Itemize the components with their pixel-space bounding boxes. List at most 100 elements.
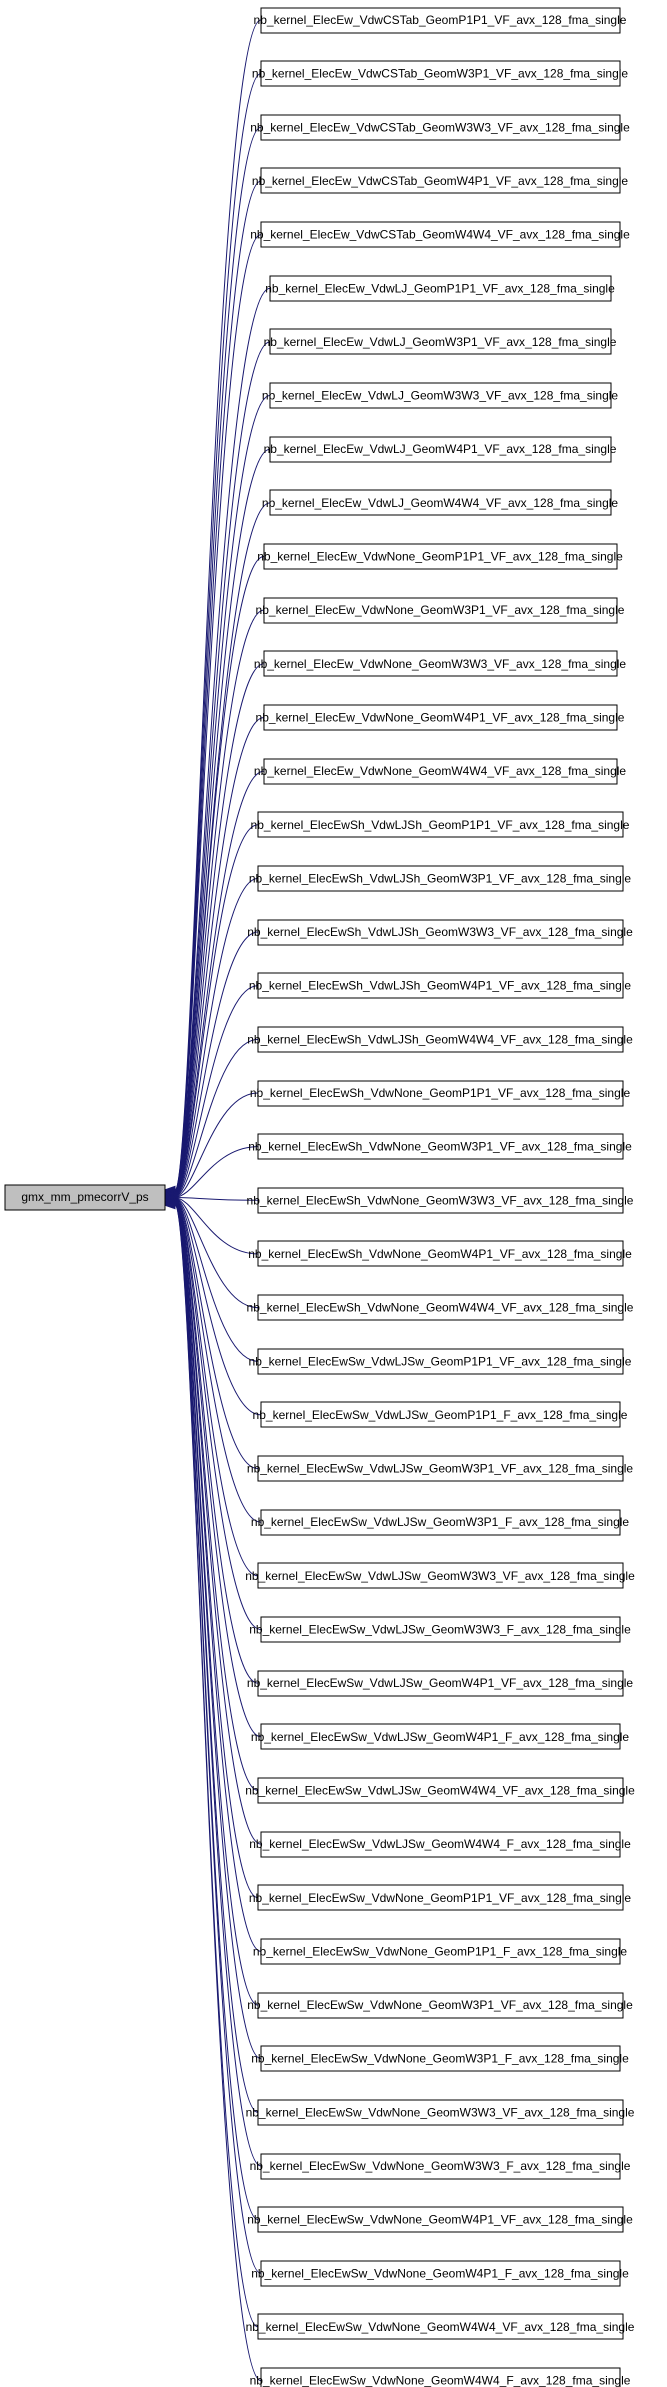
caller-node[interactable]: nb_kernel_ElecEwSw_VdwNone_GeomW4P1_VF_a… — [247, 2206, 633, 2233]
caller-node[interactable]: nb_kernel_ElecEwSh_VdwLJSh_GeomW3W3_VF_a… — [247, 919, 633, 946]
caller-node[interactable]: nb_kernel_ElecEw_VdwCSTab_GeomW3W3_VF_av… — [250, 114, 630, 141]
caller-node-label: nb_kernel_ElecEwSw_VdwNone_GeomW3W3_VF_a… — [246, 2105, 635, 2119]
call-edge — [174, 931, 259, 1197]
caller-node-label: nb_kernel_ElecEwSh_VdwLJSh_GeomP1P1_VF_a… — [251, 818, 630, 832]
caller-node[interactable]: nb_kernel_ElecEwSh_VdwNone_GeomW4P1_VF_a… — [248, 1240, 632, 1267]
caller-node[interactable]: nb_kernel_ElecEw_VdwCSTab_GeomW4W4_VF_av… — [250, 221, 630, 248]
caller-node[interactable]: nb_kernel_ElecEwSw_VdwNone_GeomW3W3_F_av… — [250, 2153, 631, 2180]
root-node[interactable]: gmx_mm_pmecorrV_ps — [4, 1184, 166, 1211]
caller-node-box — [257, 865, 624, 892]
caller-node[interactable]: nb_kernel_ElecEw_VdwCSTab_GeomW3P1_VF_av… — [252, 60, 629, 87]
caller-node-label: nb_kernel_ElecEwSw_VdwNone_GeomW3W3_F_av… — [250, 2159, 631, 2173]
caller-node[interactable]: nb_kernel_ElecEw_VdwNone_GeomP1P1_VF_avx… — [257, 543, 623, 570]
caller-node[interactable]: nb_kernel_ElecEwSh_VdwLJSh_GeomP1P1_VF_a… — [251, 811, 630, 838]
caller-node[interactable]: nb_kernel_ElecEwSw_VdwLJSw_GeomW4P1_VF_a… — [247, 1670, 634, 1697]
caller-node[interactable]: nb_kernel_ElecEwSh_VdwNone_GeomW4W4_VF_a… — [247, 1294, 634, 1321]
caller-node[interactable]: nb_kernel_ElecEwSh_VdwLJSh_GeomW4W4_VF_a… — [247, 1026, 633, 1053]
caller-node-label: nb_kernel_ElecEwSh_VdwNone_GeomW3W3_VF_a… — [247, 1193, 634, 1207]
caller-node[interactable]: nb_kernel_ElecEw_VdwLJ_GeomW3W3_VF_avx_1… — [262, 382, 619, 409]
caller-node-box — [263, 650, 618, 677]
caller-node[interactable]: nb_kernel_ElecEwSw_VdwNone_GeomW4P1_F_av… — [251, 2260, 629, 2287]
caller-node-label: nb_kernel_ElecEw_VdwLJ_GeomW4W4_VF_avx_1… — [262, 496, 619, 510]
caller-node[interactable]: nb_kernel_ElecEw_VdwLJ_GeomW3P1_VF_avx_1… — [264, 328, 617, 355]
caller-node-label: nb_kernel_ElecEwSw_VdwLJSw_GeomW4W4_VF_a… — [245, 1783, 635, 1797]
call-edge — [174, 1198, 259, 1470]
caller-node[interactable]: nb_kernel_ElecEwSh_VdwLJSh_GeomW4P1_VF_a… — [249, 972, 632, 999]
caller-node[interactable]: nb_kernel_ElecEwSw_VdwNone_GeomW3P1_VF_a… — [247, 1992, 633, 2019]
caller-node[interactable]: nb_kernel_ElecEwSw_VdwLJSw_GeomW3P1_F_av… — [251, 1509, 630, 1536]
caller-node-box — [257, 1992, 624, 2019]
call-edge — [174, 234, 262, 1192]
call-edge — [174, 1197, 259, 1201]
caller-node-box — [260, 221, 621, 248]
caller-node-label: nb_kernel_ElecEwSh_VdwNone_GeomP1P1_VF_a… — [250, 1086, 631, 1100]
caller-node[interactable]: nb_kernel_ElecEwSw_VdwLJSw_GeomP1P1_F_av… — [253, 1401, 628, 1428]
caller-node-box — [260, 2367, 621, 2387]
caller-node-box — [257, 1348, 624, 1375]
caller-node-label: nb_kernel_ElecEwSw_VdwNone_GeomW3P1_VF_a… — [247, 1998, 633, 2012]
caller-node-label: nb_kernel_ElecEwSw_VdwNone_GeomW3P1_F_av… — [251, 2052, 629, 2066]
call-edge — [174, 1038, 259, 1197]
caller-node-label: nb_kernel_ElecEw_VdwNone_GeomW4W4_VF_avx… — [254, 764, 627, 778]
caller-node-label: nb_kernel_ElecEw_VdwNone_GeomW3P1_VF_avx… — [256, 603, 625, 617]
caller-node-box — [257, 1187, 624, 1214]
caller-node-box — [257, 1133, 624, 1160]
call-edge — [174, 985, 259, 1197]
caller-node-box — [269, 489, 612, 516]
caller-node[interactable]: nb_kernel_ElecEwSw_VdwNone_GeomW3P1_F_av… — [251, 2045, 629, 2072]
caller-node-box — [260, 2153, 621, 2180]
caller-node[interactable]: nb_kernel_ElecEwSw_VdwNone_GeomW4W4_F_av… — [250, 2367, 631, 2387]
caller-node[interactable]: nb_kernel_ElecEw_VdwLJ_GeomW4W4_VF_avx_1… — [262, 489, 619, 516]
caller-node[interactable]: nb_kernel_ElecEw_VdwNone_GeomW4P1_VF_avx… — [256, 704, 625, 731]
caller-node[interactable]: nb_kernel_ElecEw_VdwNone_GeomW3W3_VF_avx… — [254, 650, 627, 677]
caller-node[interactable]: nb_kernel_ElecEwSw_VdwLJSw_GeomW4P1_F_av… — [251, 1723, 630, 1750]
caller-node[interactable]: nb_kernel_ElecEw_VdwLJ_GeomW4P1_VF_avx_1… — [264, 436, 617, 463]
caller-node-box — [257, 1294, 624, 1321]
caller-node-label: nb_kernel_ElecEwSw_VdwLJSw_GeomP1P1_F_av… — [253, 1408, 628, 1422]
caller-node[interactable]: nb_kernel_ElecEw_VdwCSTab_GeomP1P1_VF_av… — [254, 7, 627, 34]
caller-node[interactable]: nb_kernel_ElecEwSw_VdwLJSw_GeomW3P1_VF_a… — [247, 1455, 634, 1482]
caller-node[interactable]: nb_kernel_ElecEw_VdwCSTab_GeomW4P1_VF_av… — [252, 167, 629, 194]
root-node-box — [4, 1184, 166, 1211]
caller-node[interactable]: nb_kernel_ElecEwSw_VdwNone_GeomW3W3_VF_a… — [246, 2099, 635, 2126]
caller-node-box — [260, 1831, 621, 1858]
caller-node[interactable]: nb_kernel_ElecEw_VdwLJ_GeomP1P1_VF_avx_1… — [265, 275, 615, 302]
caller-node[interactable]: nb_kernel_ElecEwSw_VdwLJSw_GeomW4W4_F_av… — [249, 1831, 631, 1858]
node-layer: nb_kernel_ElecEw_VdwCSTab_GeomP1P1_VF_av… — [245, 7, 635, 2387]
caller-node[interactable]: nb_kernel_ElecEw_VdwNone_GeomW3P1_VF_avx… — [256, 597, 625, 624]
call-edge — [174, 19, 262, 1191]
caller-node-box — [260, 2045, 621, 2072]
caller-node-label: nb_kernel_ElecEwSw_VdwLJSw_GeomW3W3_VF_a… — [245, 1569, 635, 1583]
caller-node[interactable]: nb_kernel_ElecEwSw_VdwLJSw_GeomW3W3_VF_a… — [245, 1562, 635, 1589]
caller-node[interactable]: nb_kernel_ElecEw_VdwNone_GeomW4W4_VF_avx… — [254, 758, 627, 785]
caller-node-label: nb_kernel_ElecEwSw_VdwLJSw_GeomW4P1_F_av… — [251, 1730, 630, 1744]
caller-node-box — [260, 60, 621, 87]
call-edge — [174, 1199, 259, 1577]
call-edge — [174, 1197, 259, 1309]
caller-node[interactable]: nb_kernel_ElecEwSw_VdwLJSw_GeomP1P1_VF_a… — [249, 1348, 632, 1375]
caller-node-label: nb_kernel_ElecEwSw_VdwLJSw_GeomW3P1_F_av… — [251, 1515, 630, 1529]
caller-node-label: nb_kernel_ElecEwSw_VdwLJSw_GeomW4W4_F_av… — [249, 1837, 631, 1851]
caller-node[interactable]: nb_kernel_ElecEwSw_VdwLJSw_GeomW3W3_F_av… — [249, 1616, 631, 1643]
caller-node[interactable]: nb_kernel_ElecEwSh_VdwNone_GeomW3P1_VF_a… — [248, 1133, 632, 1160]
caller-node-box — [260, 1938, 621, 1965]
caller-node-label: nb_kernel_ElecEw_VdwNone_GeomW3W3_VF_avx… — [254, 657, 627, 671]
caller-node[interactable]: nb_kernel_ElecEwSh_VdwNone_GeomP1P1_VF_a… — [250, 1080, 631, 1107]
caller-node[interactable]: nb_kernel_ElecEwSw_VdwLJSw_GeomW4W4_VF_a… — [245, 1777, 635, 1804]
caller-node[interactable]: nb_kernel_ElecEwSw_VdwNone_GeomP1P1_F_av… — [253, 1938, 628, 1965]
caller-node-label: nb_kernel_ElecEwSh_VdwLJSh_GeomW3P1_VF_a… — [249, 871, 632, 885]
caller-node-box — [257, 1240, 624, 1267]
caller-node-box — [257, 2099, 624, 2126]
caller-node[interactable]: nb_kernel_ElecEwSw_VdwNone_GeomW4W4_VF_a… — [246, 2313, 635, 2340]
caller-node-box — [257, 1455, 624, 1482]
caller-node-box — [257, 919, 624, 946]
caller-node[interactable]: nb_kernel_ElecEwSh_VdwLJSh_GeomW3P1_VF_a… — [249, 865, 632, 892]
caller-node[interactable]: nb_kernel_ElecEwSh_VdwNone_GeomW3W3_VF_a… — [247, 1187, 634, 1214]
caller-node-label: nb_kernel_ElecEw_VdwCSTab_GeomW4P1_VF_av… — [252, 174, 629, 188]
caller-node[interactable]: nb_kernel_ElecEwSw_VdwNone_GeomP1P1_VF_a… — [249, 1884, 632, 1911]
call-edge — [174, 770, 265, 1196]
caller-node-label: nb_kernel_ElecEwSh_VdwLJSh_GeomW4P1_VF_a… — [249, 979, 632, 993]
caller-node-box — [269, 436, 612, 463]
caller-node-box — [257, 2313, 624, 2340]
caller-node-box — [260, 1616, 621, 1643]
